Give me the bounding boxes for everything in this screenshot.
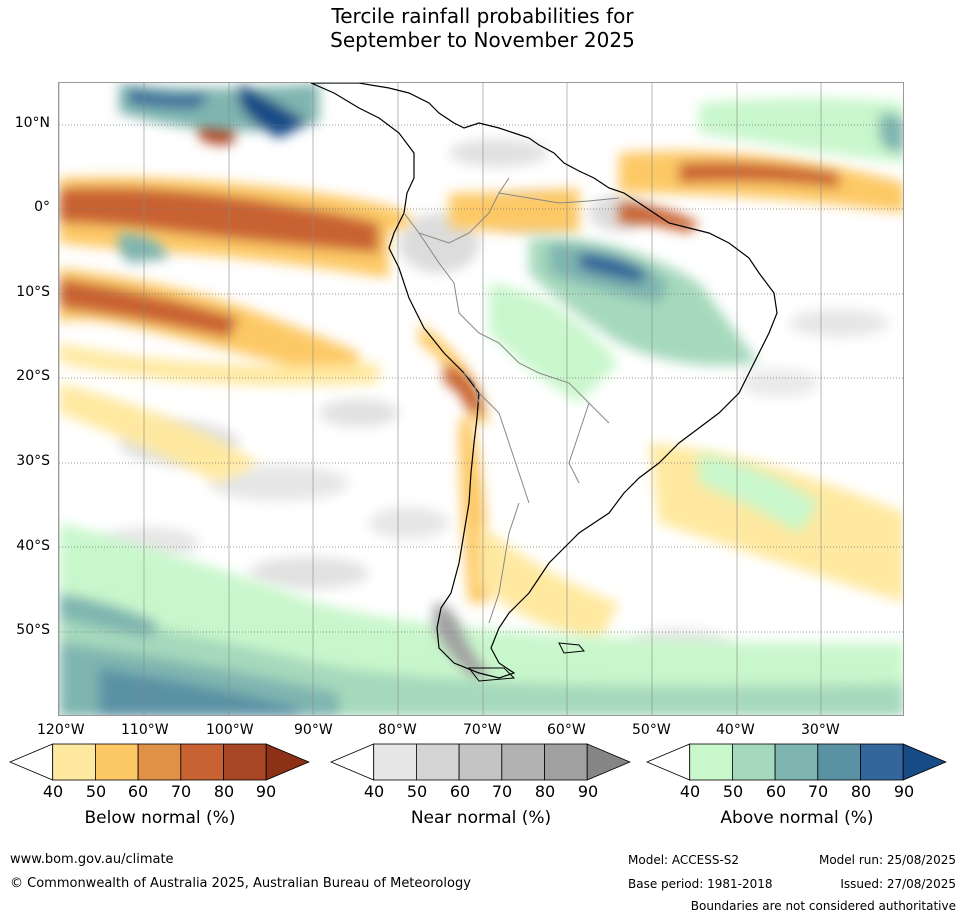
copyright: © Commonwealth of Australia 2025, Austra… [10,876,471,891]
probability-field [59,83,903,715]
colorbar-below-normal [8,743,310,781]
south-america-coastline [310,83,778,679]
lon-label: 40°W [716,722,755,738]
cb-tick: 70 [491,782,513,801]
lat-label: 0° [34,199,50,215]
cb-tick: 60 [127,782,149,801]
colorbar-segment [137,743,182,781]
map-title: Tercile rainfall probabilities for Septe… [0,4,965,52]
colorbar-segment [501,743,545,781]
lon-label: 60°W [547,722,586,738]
cb-tick: 50 [406,782,428,801]
lat-label: 10°S [16,284,50,300]
colorbar-segment [544,743,588,781]
cb-tick: 60 [449,782,471,801]
colorbar-segment [223,743,267,781]
colorbar-segment [860,743,904,781]
cb-tick: 80 [850,782,872,801]
lon-label: 50°W [632,722,671,738]
title-line-1: Tercile rainfall probabilities for [331,4,634,28]
colorbar-above-normal [645,743,947,781]
base-period: Base period: 1981-2018 [628,877,773,891]
colorbars [8,743,947,781]
rainfall-probability-map [58,82,904,716]
colorbar-segment [8,743,54,781]
lat-label: 30°S [16,453,50,469]
lon-label: 90°W [294,722,333,738]
issued-date: Issued: 27/08/2025 [840,877,956,891]
lon-label: 110°W [121,722,169,738]
lat-label: 50°S [16,622,50,638]
colorbar-segment [95,743,139,781]
model-name: Model: ACCESS-S2 [628,853,740,867]
cb-tick: 90 [893,782,915,801]
colorbar-segment [373,743,417,781]
disclaimer: Boundaries are not considered authoritat… [690,899,956,913]
cb-tick: 80 [213,782,235,801]
colorbar-segment [645,743,691,781]
lat-label: 40°S [16,538,50,554]
meridians [59,83,822,715]
colorbar-segment [329,743,375,781]
cb-tick: 90 [255,782,277,801]
lon-label: 30°W [801,722,840,738]
colorbar-segment [689,743,733,781]
cb-tick: 40 [679,782,701,801]
cb-tick: 80 [534,782,556,801]
website-link[interactable]: www.bom.gov.au/climate [10,852,174,867]
colorbar-segment [180,743,224,781]
above-normal-label: Above normal (%) [720,808,874,828]
title-line-2: September to November 2025 [330,28,635,52]
lon-label: 100°W [206,722,254,738]
lat-label: 20°S [16,368,50,384]
colorbar-segment [52,743,96,781]
cb-tick: 90 [577,782,599,801]
colorbar-segment [265,743,310,781]
colorbar-segment [817,743,861,781]
lon-label: 120°W [37,722,85,738]
cb-tick: 60 [765,782,787,801]
map-svg [59,83,903,715]
colorbar-segment [458,743,503,781]
cb-tick: 70 [170,782,192,801]
cb-tick: 50 [722,782,744,801]
cb-tick: 40 [42,782,64,801]
cb-tick: 50 [85,782,107,801]
model-run: Model run: 25/08/2025 [818,853,956,867]
near-normal-label: Near normal (%) [410,808,552,828]
lat-label: 10°N [14,115,50,131]
colorbar-segment [902,743,947,781]
colorbar-near-normal [329,743,631,781]
graticule [59,124,903,633]
country-borders [403,177,620,624]
cb-tick: 70 [807,782,829,801]
lon-label: 80°W [378,722,417,738]
tierra-del-fuego [467,667,516,682]
lon-label: 70°W [463,722,502,738]
falkland-islands [558,642,585,654]
colorbar-segment [774,743,819,781]
below-normal-label: Below normal (%) [84,808,236,828]
colorbar-segment [732,743,776,781]
cb-tick: 40 [363,782,385,801]
colorbar-segment [415,743,460,781]
colorbar-segment [586,743,631,781]
